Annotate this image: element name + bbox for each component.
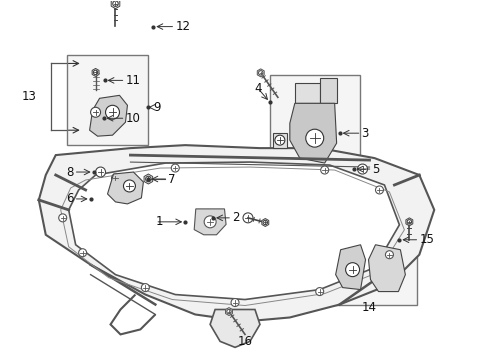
Text: 2: 2 [232,211,239,224]
Polygon shape [257,69,264,77]
Polygon shape [92,68,99,76]
Text: 14: 14 [361,301,376,314]
Circle shape [357,164,367,174]
Circle shape [230,298,239,306]
Polygon shape [335,245,365,289]
Circle shape [243,213,252,223]
Polygon shape [368,245,405,292]
Text: 16: 16 [237,335,252,348]
Circle shape [59,214,66,222]
Circle shape [203,216,216,228]
Polygon shape [319,78,336,103]
Bar [66,55,148,145]
Polygon shape [272,133,286,148]
Circle shape [111,174,119,182]
Polygon shape [261,219,268,226]
Polygon shape [210,310,260,347]
Text: 3: 3 [361,127,368,140]
Circle shape [141,284,149,292]
Bar [269,75,359,175]
Polygon shape [194,209,225,235]
Bar [324,235,416,305]
Text: 13: 13 [21,90,36,103]
Circle shape [315,288,323,296]
Polygon shape [405,218,412,226]
Polygon shape [111,0,120,9]
Circle shape [407,220,411,224]
Polygon shape [107,172,143,204]
Text: 10: 10 [125,112,140,125]
Polygon shape [289,103,336,163]
Circle shape [385,251,393,259]
Polygon shape [144,174,152,184]
Circle shape [375,186,383,194]
Text: 9: 9 [153,101,161,114]
Circle shape [226,309,231,314]
Circle shape [95,167,105,177]
Circle shape [90,107,101,117]
Polygon shape [68,162,399,300]
Text: 7: 7 [168,172,175,185]
Circle shape [274,135,285,145]
Circle shape [305,129,323,147]
Circle shape [258,71,263,75]
Text: 4: 4 [254,82,261,95]
Text: 6: 6 [66,193,74,206]
Circle shape [345,263,359,276]
Polygon shape [39,145,433,321]
Text: 8: 8 [66,166,74,179]
Circle shape [145,176,151,182]
Circle shape [105,105,119,119]
Circle shape [171,164,179,172]
Text: 1: 1 [155,215,163,228]
Text: 12: 12 [175,20,190,33]
Polygon shape [89,95,127,136]
Circle shape [79,249,86,257]
Circle shape [263,220,267,225]
Polygon shape [225,307,232,315]
Circle shape [113,1,118,6]
Circle shape [320,166,328,174]
Polygon shape [294,84,319,103]
Text: 11: 11 [125,74,140,87]
Circle shape [93,70,98,75]
Text: 15: 15 [419,233,433,246]
Circle shape [123,180,135,192]
Text: 5: 5 [372,163,379,176]
